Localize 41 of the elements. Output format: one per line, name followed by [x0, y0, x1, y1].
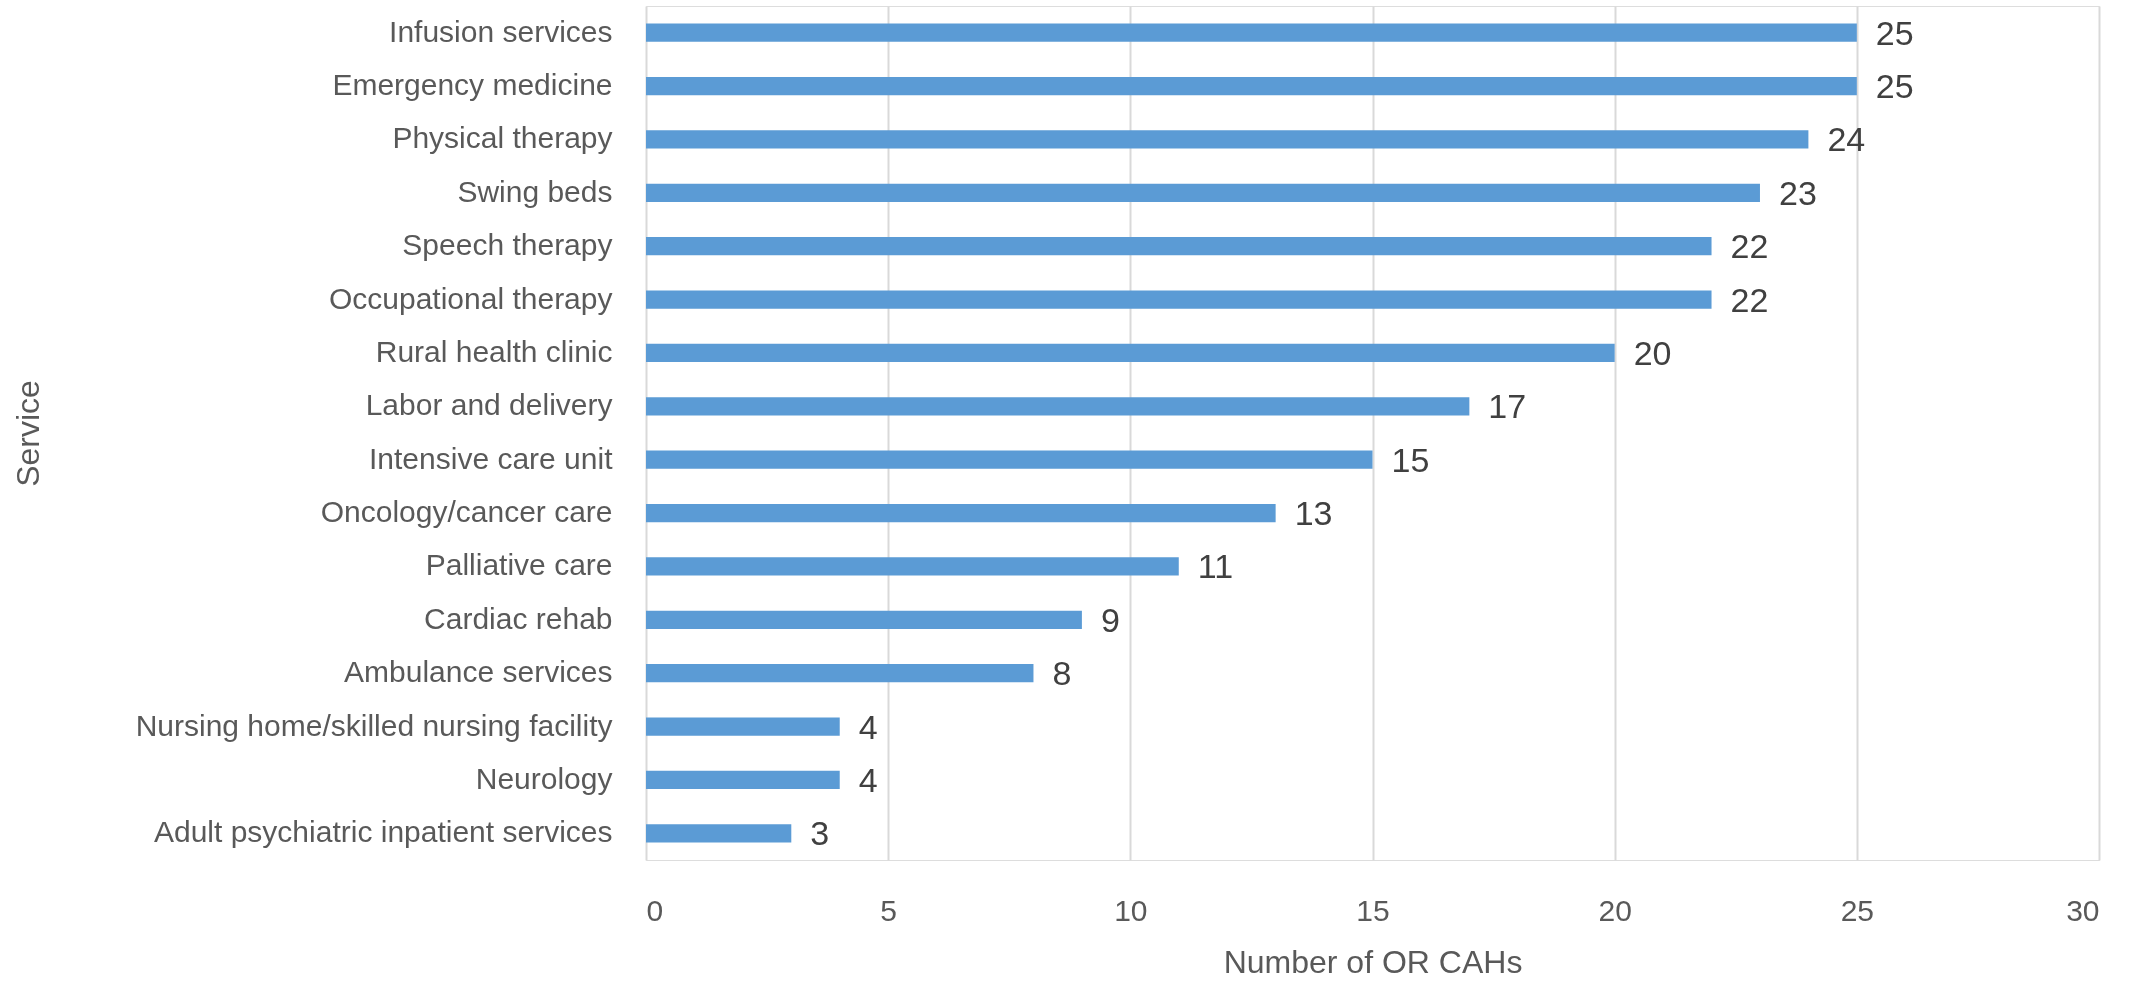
data-label: 3 — [810, 814, 830, 853]
x-tick-label: 25 — [1840, 893, 1875, 927]
data-label: 11 — [1197, 547, 1234, 586]
y-tick-label: Rural health clinic — [375, 334, 613, 368]
x-tick-label: 15 — [1356, 893, 1390, 927]
data-label: 22 — [1730, 280, 1769, 319]
data-label: 25 — [1875, 13, 1914, 52]
data-label: 25 — [1875, 67, 1914, 106]
y-tick-label: Ambulance services — [344, 655, 613, 689]
y-tick-label: Labor and delivery — [365, 388, 613, 422]
y-tick-label: Infusion services — [389, 14, 613, 48]
data-label: 4 — [858, 707, 878, 746]
data-label: 23 — [1778, 173, 1817, 212]
y-tick-label: Intensive care unit — [369, 441, 614, 475]
data-label: 9 — [1100, 600, 1120, 639]
data-label: 20 — [1633, 333, 1672, 372]
y-tick-label: Palliative care — [425, 548, 613, 582]
data-label: 22 — [1730, 227, 1769, 266]
data-label: 15 — [1391, 440, 1430, 479]
data-label: 24 — [1827, 120, 1866, 159]
y-tick-label: Speech therapy — [402, 228, 613, 262]
data-label: 8 — [1052, 654, 1072, 693]
data-label: 17 — [1488, 387, 1527, 426]
x-tick-label: 20 — [1598, 893, 1632, 927]
y-tick-label: Neurology — [475, 761, 613, 795]
x-tick-label: 0 — [646, 893, 664, 927]
data-label: 13 — [1294, 494, 1333, 533]
y-tick-label: Occupational therapy — [328, 281, 613, 315]
x-tick-label: 30 — [2066, 893, 2100, 927]
y-tick-label: Nursing home/skilled nursing facility — [135, 708, 613, 742]
y-tick-label: Adult psychiatric inpatient services — [153, 815, 613, 849]
x-axis-title: Number of OR CAHs — [1223, 943, 1523, 980]
data-label: 4 — [858, 760, 878, 799]
y-tick-label: Physical therapy — [392, 121, 613, 155]
x-tick-label: 5 — [880, 893, 898, 927]
y-tick-label: Swing beds — [457, 174, 613, 208]
y-tick-label: Cardiac rehab — [424, 601, 613, 635]
y-tick-label: Emergency medicine — [332, 68, 613, 102]
y-tick-label: Oncology/cancer care — [320, 495, 613, 529]
y-axis-title: Service — [9, 380, 46, 487]
x-tick-label: 10 — [1114, 893, 1148, 927]
